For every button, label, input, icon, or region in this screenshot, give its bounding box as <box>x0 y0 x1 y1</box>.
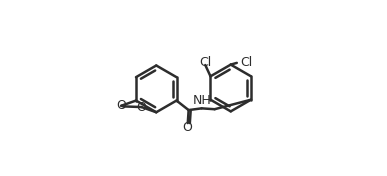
Text: Cl: Cl <box>240 56 252 69</box>
Text: O: O <box>116 99 126 112</box>
Text: O: O <box>137 100 146 114</box>
Text: Cl: Cl <box>199 56 211 69</box>
Text: O: O <box>182 121 192 134</box>
Text: NH: NH <box>192 95 211 108</box>
